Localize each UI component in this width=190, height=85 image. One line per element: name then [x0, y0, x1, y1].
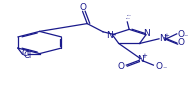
Text: Cl: Cl [21, 49, 30, 58]
Text: O: O [178, 38, 185, 47]
Text: +: + [141, 53, 147, 59]
Text: ⁻: ⁻ [184, 32, 188, 41]
Text: methyl: methyl [127, 14, 132, 16]
Text: N: N [144, 29, 150, 38]
Text: N: N [137, 55, 144, 64]
Text: ⁻: ⁻ [162, 64, 166, 73]
Text: O: O [117, 62, 124, 71]
Text: +: + [163, 32, 169, 39]
Text: Cl: Cl [24, 51, 32, 60]
Text: methyl: methyl [126, 18, 131, 19]
Text: N: N [159, 34, 166, 43]
Text: N: N [106, 31, 113, 40]
Text: O: O [155, 62, 162, 71]
Text: O: O [178, 30, 185, 39]
Text: O: O [79, 3, 86, 12]
